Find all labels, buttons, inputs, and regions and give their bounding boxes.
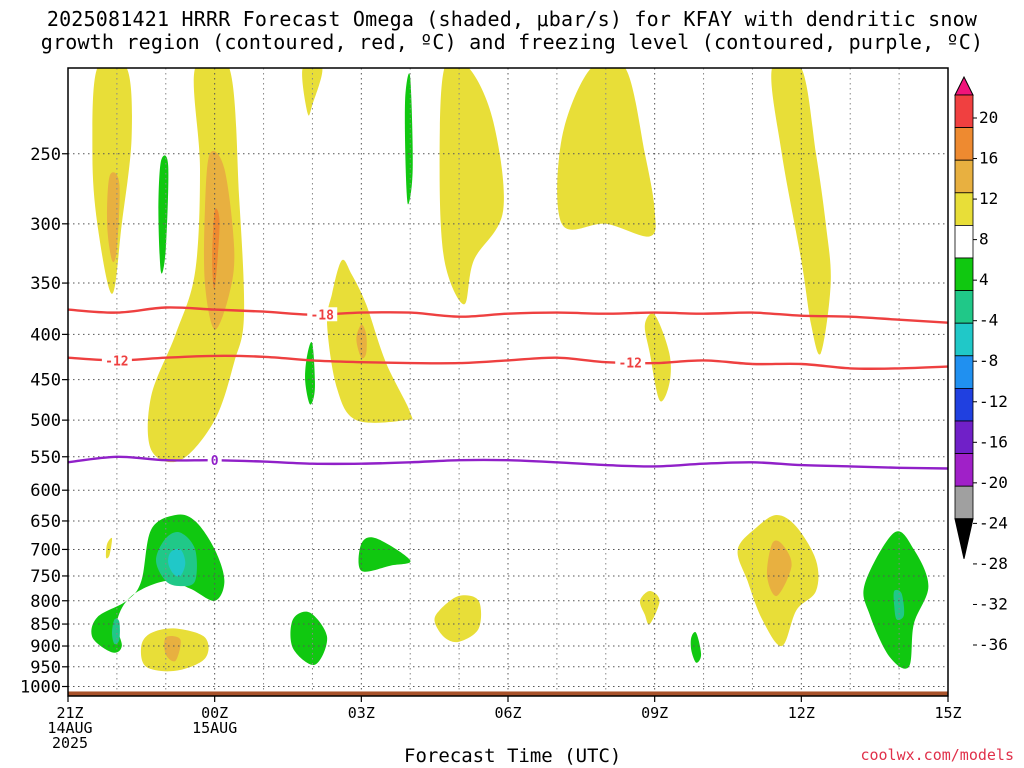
colorbar-swatch [954, 322, 974, 357]
x-tick-label: 15Z [934, 704, 961, 722]
colorbar-swatch [954, 257, 974, 291]
colorbar-label: -20 [979, 473, 1008, 492]
colorbar-label: -24 [979, 513, 1008, 532]
x-axis-title: Forecast Time (UTC) [404, 745, 622, 767]
colorbar-label: -8 [979, 351, 998, 370]
colorbar: 20 16 12 8 4 -4 -8 -12 -16 -20 -24 -28 -32 -36 [954, 75, 1008, 654]
y-tick-label: 800 [30, 592, 61, 612]
y-tick-label: 400 [30, 325, 61, 345]
colorbar-swatch [954, 224, 974, 259]
x-tick-label: 21Z [56, 704, 83, 722]
y-tick-label: 600 [30, 481, 61, 501]
colorbar-swatch [954, 420, 974, 454]
x-tick-label: 06Z [494, 704, 521, 722]
omega-region-26 [105, 537, 113, 559]
x-tick-label: 12Z [788, 704, 815, 722]
omega-region-17 [168, 548, 186, 577]
colorbar-label: -36 [979, 635, 1008, 654]
x-tick-sublabel: 14AUG [47, 719, 92, 737]
colorbar-cap-bottom [954, 518, 974, 559]
ground-bar [68, 691, 948, 696]
contour-line-dendritic [68, 354, 948, 370]
grid [68, 68, 948, 696]
title-line-1: 2025081421 HRRR Forecast Omega (shaded, … [46, 7, 978, 31]
x-tick-label: 00Z [201, 704, 228, 722]
x-tick-label: 03Z [348, 704, 375, 722]
omega-region-13 [404, 73, 413, 205]
contour-label: 0 [211, 454, 219, 469]
title-line-2: growth region (contoured, red, ºC) and f… [40, 30, 984, 54]
omega-region-27 [434, 595, 482, 643]
colorbar-label: -32 [979, 594, 1008, 613]
omega-region-5 [302, 68, 323, 116]
omega-region-18 [112, 618, 120, 645]
omega-region-20 [358, 537, 411, 572]
x-tick-label: 09Z [641, 704, 668, 722]
colorbar-label: -4 [979, 311, 998, 330]
omega-region-23 [893, 589, 905, 621]
temperature-contours: -18 -12 -12 0 [68, 306, 948, 470]
y-tick-label: 250 [30, 145, 61, 165]
y-tick-label: 350 [30, 274, 61, 294]
omega-region-25 [164, 635, 181, 662]
x-tick-sublabel: 2025 [52, 734, 88, 752]
colorbar-swatch [954, 94, 974, 128]
colorbar-swatch [954, 290, 974, 324]
contour-label: -12 [105, 354, 128, 369]
colorbar-swatch [954, 127, 974, 161]
omega-region-3 [203, 150, 235, 330]
colorbar-swatch [954, 192, 974, 226]
omega-region-21 [690, 632, 702, 663]
omega-region-19 [290, 611, 328, 665]
colorbar-label: 20 [979, 108, 998, 127]
colorbar-swatch [954, 159, 974, 194]
y-tick-label: 300 [30, 215, 61, 235]
contour-label-bg [101, 353, 132, 368]
y-tick-label: 650 [30, 512, 61, 532]
omega-region-10 [771, 68, 831, 355]
chart-title: 2025081421 HRRR Forecast Omega (shaded, … [0, 8, 1024, 54]
colorbar-cap-top [954, 75, 974, 96]
omega-region-7 [356, 324, 367, 359]
y-tick-label: 550 [30, 448, 61, 468]
colorbar-label: 16 [979, 149, 998, 168]
omega-region-30 [766, 540, 792, 597]
contour-line-dendritic [68, 306, 948, 324]
colorbar-swatch [954, 355, 974, 389]
colorbar-swatch [954, 387, 974, 422]
omega-region-1 [107, 172, 120, 263]
contour-label: -18 [310, 308, 334, 323]
contour-label: -12 [618, 357, 641, 372]
omega-shading [91, 68, 929, 672]
colorbar-swatch [954, 485, 974, 520]
omega-region-6 [326, 259, 413, 423]
colorbar-label: 8 [979, 230, 989, 249]
credit-link[interactable]: coolwx.com/models [860, 746, 1014, 764]
colorbar-label: 12 [979, 189, 998, 208]
contour-label-bg [307, 307, 338, 322]
y-tick-label: 900 [30, 637, 61, 657]
y-tick-label: 500 [30, 411, 61, 431]
y-tick-label: 750 [30, 567, 61, 587]
y-tick-label: 1000 [20, 678, 61, 698]
y-tick-label: 700 [30, 540, 61, 560]
omega-region-8 [439, 68, 504, 305]
colorbar-label: -16 [979, 432, 1008, 451]
colorbar-label: -12 [979, 392, 1008, 411]
contour-label-bg [207, 453, 222, 468]
contour-label-bg [615, 355, 646, 370]
omega-region-4 [212, 208, 220, 290]
colorbar-label: -28 [979, 554, 1008, 573]
colorbar-swatch [954, 453, 974, 487]
y-tick-label: 850 [30, 615, 61, 635]
y-tick-label: 950 [30, 658, 61, 678]
y-axis: 2503003504004505005506006507007508008509… [20, 145, 68, 698]
omega-region-9 [557, 68, 656, 237]
y-tick-label: 450 [30, 371, 61, 391]
colorbar-label: 4 [979, 270, 989, 289]
ground [68, 691, 948, 696]
x-tick-sublabel: 15AUG [192, 719, 237, 737]
